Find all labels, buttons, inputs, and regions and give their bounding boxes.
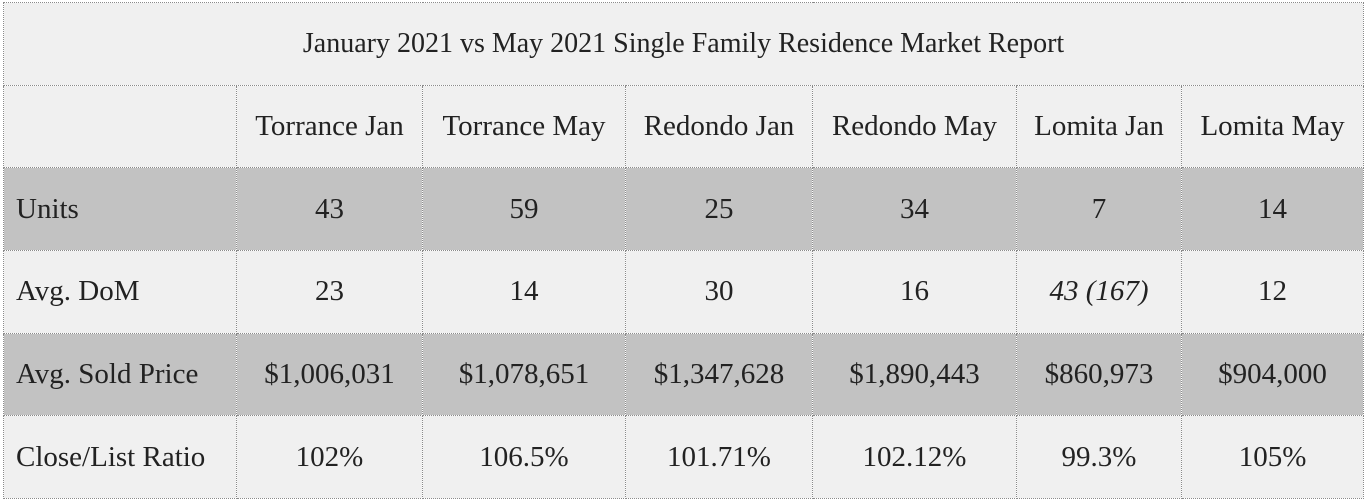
row-label-avg-dom: Avg. DoM: [3, 249, 237, 334]
table-cell: 16: [812, 249, 1017, 334]
table-cell: 59: [422, 167, 626, 251]
row-label-avg-sold-price: Avg. Sold Price: [3, 332, 237, 417]
table-cell: $860,973: [1016, 332, 1182, 417]
table-cell: $1,347,628: [625, 332, 813, 417]
table-cell: 25: [625, 167, 813, 251]
table-cell: 99.3%: [1016, 415, 1182, 499]
table-cell: 30: [625, 249, 813, 334]
table-row-close-list-ratio: Close/List Ratio 102% 106.5% 101.71% 102…: [3, 415, 1365, 499]
column-header-redondo-jan: Redondo Jan: [625, 84, 813, 169]
report-title: January 2021 vs May 2021 Single Family R…: [2, 2, 1365, 86]
table-cell: 34: [812, 167, 1017, 251]
column-header-torrance-jan: Torrance Jan: [236, 84, 423, 169]
header-row: Torrance Jan Torrance May Redondo Jan Re…: [3, 84, 1365, 169]
column-header-lomita-jan: Lomita Jan: [1016, 84, 1182, 169]
table-row-units: Units 43 59 25 34 7 14: [3, 167, 1365, 251]
table-cell: 43: [236, 167, 423, 251]
table-cell: 102.12%: [812, 415, 1017, 499]
row-label-close-list-ratio: Close/List Ratio: [3, 415, 237, 499]
table-cell: $1,890,443: [812, 332, 1017, 417]
table-row-avg-sold-price: Avg. Sold Price $1,006,031 $1,078,651 $1…: [3, 332, 1365, 417]
table-cell: 23: [236, 249, 423, 334]
table-cell: 12: [1180, 249, 1365, 334]
table-cell: 102%: [236, 415, 423, 499]
table-cell: 101.71%: [625, 415, 813, 499]
column-header-torrance-may: Torrance May: [422, 84, 626, 169]
table-cell: 7: [1016, 167, 1182, 251]
table-cell: 106.5%: [422, 415, 626, 499]
table-cell: 14: [1180, 167, 1365, 251]
table-cell: 105%: [1180, 415, 1365, 499]
table-cell: $1,078,651: [422, 332, 626, 417]
column-header-lomita-may: Lomita May: [1180, 84, 1365, 169]
table-cell: $904,000: [1180, 332, 1365, 417]
table-cell: $1,006,031: [236, 332, 423, 417]
header-corner-cell: [3, 84, 237, 169]
table-cell: 14: [422, 249, 626, 334]
table-row-avg-dom: Avg. DoM 23 14 30 16 43 (167) 12: [3, 249, 1365, 334]
column-header-redondo-may: Redondo May: [812, 84, 1017, 169]
row-label-units: Units: [3, 167, 237, 251]
title-row: January 2021 vs May 2021 Single Family R…: [2, 2, 1365, 86]
table-cell-italic: 43 (167): [1016, 249, 1182, 334]
